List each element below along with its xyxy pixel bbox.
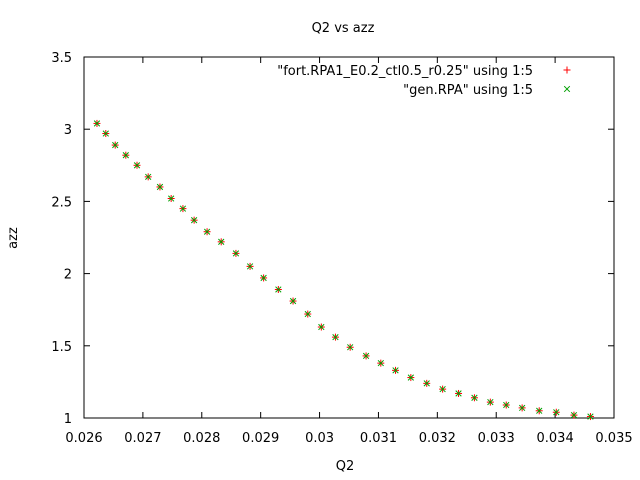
y-axis-label: azz [6, 227, 21, 249]
data-point [587, 413, 594, 420]
legend-item: "gen.RPA" using 1:5 [403, 83, 571, 98]
data-point [392, 367, 399, 374]
legend-label: "gen.RPA" using 1:5 [403, 83, 533, 98]
x-tick-labels: 0.026 0.027 0.028 0.029 0.03 0.031 0.032 0.033 0… [65, 431, 632, 446]
x-axis-label: Q2 [336, 459, 355, 474]
y-tick-label: 2 [64, 268, 72, 283]
data-point [133, 162, 141, 169]
data-point [439, 385, 446, 393]
series-1 [93, 119, 594, 421]
data-point [503, 401, 510, 409]
data-point [471, 394, 478, 401]
data-point [487, 398, 494, 406]
chart-title: Q2 vs azz [312, 21, 375, 36]
data-point [112, 141, 119, 149]
y-tick-label: 2.5 [51, 195, 72, 210]
y-tick-label: 1 [64, 412, 72, 427]
x-tick-label: 0.03 [305, 431, 334, 446]
y-tick-label: 3 [64, 123, 72, 138]
data-point [232, 250, 240, 257]
data-point [304, 310, 311, 318]
data-point [145, 173, 152, 181]
data-point [102, 130, 109, 137]
data-point [407, 374, 414, 381]
data-point [218, 238, 225, 245]
axis-ticks [83, 56, 615, 419]
y-tick-labels: 1 1.5 2 2.5 3 3.5 [51, 51, 72, 427]
plot-frame [83, 56, 615, 419]
data-point [318, 323, 325, 331]
legend-marker [563, 85, 571, 93]
data-point [570, 411, 578, 419]
data-point [246, 263, 254, 270]
y-tick-label: 3.5 [51, 51, 72, 66]
legend: "fort.RPA1_E0.2_ctl0.5_r0.25" using 1:5 "… [277, 64, 571, 98]
data-point [423, 380, 430, 387]
data-point [362, 352, 370, 360]
x-tick-label: 0.035 [595, 431, 632, 446]
data-point [260, 274, 267, 282]
x-tick-label: 0.033 [478, 431, 515, 446]
data-point [93, 120, 101, 127]
data-point [553, 409, 560, 416]
x-tick-label: 0.031 [360, 431, 397, 446]
x-tick-label: 0.034 [537, 431, 574, 446]
data-point [518, 404, 526, 412]
data-point [190, 217, 198, 224]
data-point [536, 407, 543, 414]
legend-label: "fort.RPA1_E0.2_ctl0.5_r0.25" using 1:5 [277, 64, 533, 79]
data-point [332, 333, 339, 341]
data-point [179, 205, 187, 212]
data-point [203, 228, 211, 235]
data-point [347, 344, 354, 351]
y-tick-label: 1.5 [51, 340, 72, 355]
data-point [377, 359, 384, 367]
data-point [275, 286, 282, 293]
legend-item: "fort.RPA1_E0.2_ctl0.5_r0.25" using 1:5 [277, 64, 571, 79]
data-point [122, 152, 129, 159]
data-points [93, 119, 594, 421]
data-point [168, 195, 175, 202]
x-tick-label: 0.029 [242, 431, 279, 446]
x-tick-label: 0.028 [183, 431, 220, 446]
x-tick-label: 0.026 [65, 431, 102, 446]
series-2 [93, 120, 594, 420]
x-tick-label: 0.032 [419, 431, 456, 446]
data-point [156, 183, 164, 191]
data-point [455, 390, 462, 397]
legend-marker [563, 66, 571, 74]
data-point [289, 297, 297, 305]
x-tick-label: 0.027 [124, 431, 161, 446]
